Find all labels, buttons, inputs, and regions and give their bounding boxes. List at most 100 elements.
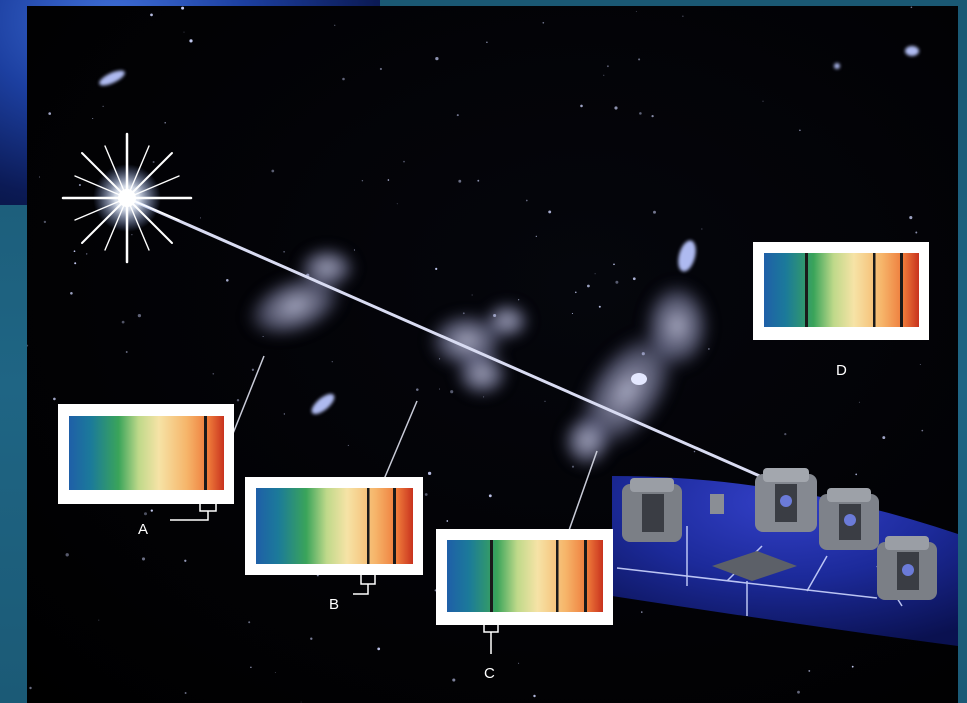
background-star [594, 273, 596, 275]
label-c: C [484, 665, 495, 682]
background-star [361, 179, 364, 182]
background-star [784, 433, 787, 436]
background-star [183, 31, 185, 33]
space-illustration: A B C D [27, 6, 958, 703]
background-star [635, 10, 637, 12]
background-star [70, 292, 73, 295]
background-star [542, 21, 545, 24]
background-star [488, 494, 492, 498]
background-star [535, 235, 537, 237]
background-star [858, 401, 860, 403]
background-star [125, 351, 128, 353]
background-star [403, 160, 405, 163]
background-star [342, 77, 345, 81]
background-star [379, 67, 382, 71]
background-star [283, 250, 285, 253]
background-star [150, 13, 153, 17]
background-star [458, 179, 462, 183]
background-star [909, 216, 913, 220]
background-star [439, 388, 440, 390]
background-star [518, 299, 520, 301]
background-star [651, 114, 654, 118]
background-star [92, 117, 94, 120]
background-star [882, 436, 886, 440]
background-star [347, 444, 349, 446]
background-star [29, 686, 32, 690]
background-star [283, 413, 285, 415]
background-star [353, 249, 355, 251]
gas-cloud-icon [245, 246, 712, 469]
background-star [653, 210, 656, 214]
background-star [435, 56, 439, 61]
background-star [200, 217, 201, 219]
background-star [851, 665, 854, 668]
background-star [131, 234, 133, 236]
background-star [271, 169, 275, 173]
telescope-icon [622, 468, 937, 600]
background-star [121, 320, 125, 324]
background-star [152, 161, 155, 163]
background-star [615, 280, 619, 284]
background-star [53, 397, 56, 401]
star-burst-icon [61, 132, 193, 264]
background-star [98, 619, 100, 621]
background-star [638, 58, 641, 61]
spectrum-b: B [245, 477, 423, 613]
background-star [452, 678, 456, 682]
background-star [331, 361, 333, 363]
background-star [799, 129, 801, 132]
background-star [548, 210, 552, 214]
background-star [65, 553, 69, 557]
background-star [38, 176, 41, 178]
background-star [274, 672, 276, 674]
background-star [606, 65, 609, 68]
background-star [250, 666, 252, 669]
background-star [450, 390, 454, 394]
background-star [518, 662, 520, 664]
background-star [855, 473, 858, 476]
background-star [477, 179, 480, 182]
background-star [486, 41, 488, 44]
background-star [701, 228, 703, 230]
background-star [435, 267, 438, 270]
background-star [43, 220, 47, 224]
spectrum-c: C [436, 529, 613, 682]
background-star [639, 112, 642, 115]
background-star [184, 559, 187, 562]
background-star [212, 372, 215, 375]
background-star [762, 100, 764, 102]
background-star [525, 199, 528, 202]
background-star [310, 637, 313, 640]
background-star [544, 400, 546, 402]
galaxy-icon [631, 373, 647, 385]
background-star [797, 690, 800, 694]
background-star [427, 471, 432, 476]
background-star [424, 493, 428, 496]
background-star [571, 465, 575, 468]
background-star [48, 112, 52, 115]
background-star [74, 262, 77, 265]
label-a: A [138, 521, 148, 538]
background-star [613, 263, 615, 266]
background-star [921, 429, 924, 432]
spectrum-d: D [753, 242, 929, 379]
background-star [708, 348, 710, 350]
background-star [915, 231, 918, 234]
background-star [164, 121, 166, 124]
background-star [571, 312, 573, 315]
background-star [184, 692, 187, 694]
background-star [580, 104, 583, 108]
background-star [141, 557, 146, 561]
background-star [919, 364, 921, 366]
background-star [387, 179, 390, 181]
background-star [181, 6, 185, 10]
label-b: B [329, 596, 339, 613]
background-star [334, 24, 336, 26]
background-star [226, 279, 229, 282]
background-star [137, 313, 142, 318]
background-star [143, 512, 148, 516]
background-star [808, 669, 811, 672]
illustration-svg: A B C D [27, 6, 958, 703]
background-star [102, 105, 104, 107]
background-star [377, 647, 381, 651]
